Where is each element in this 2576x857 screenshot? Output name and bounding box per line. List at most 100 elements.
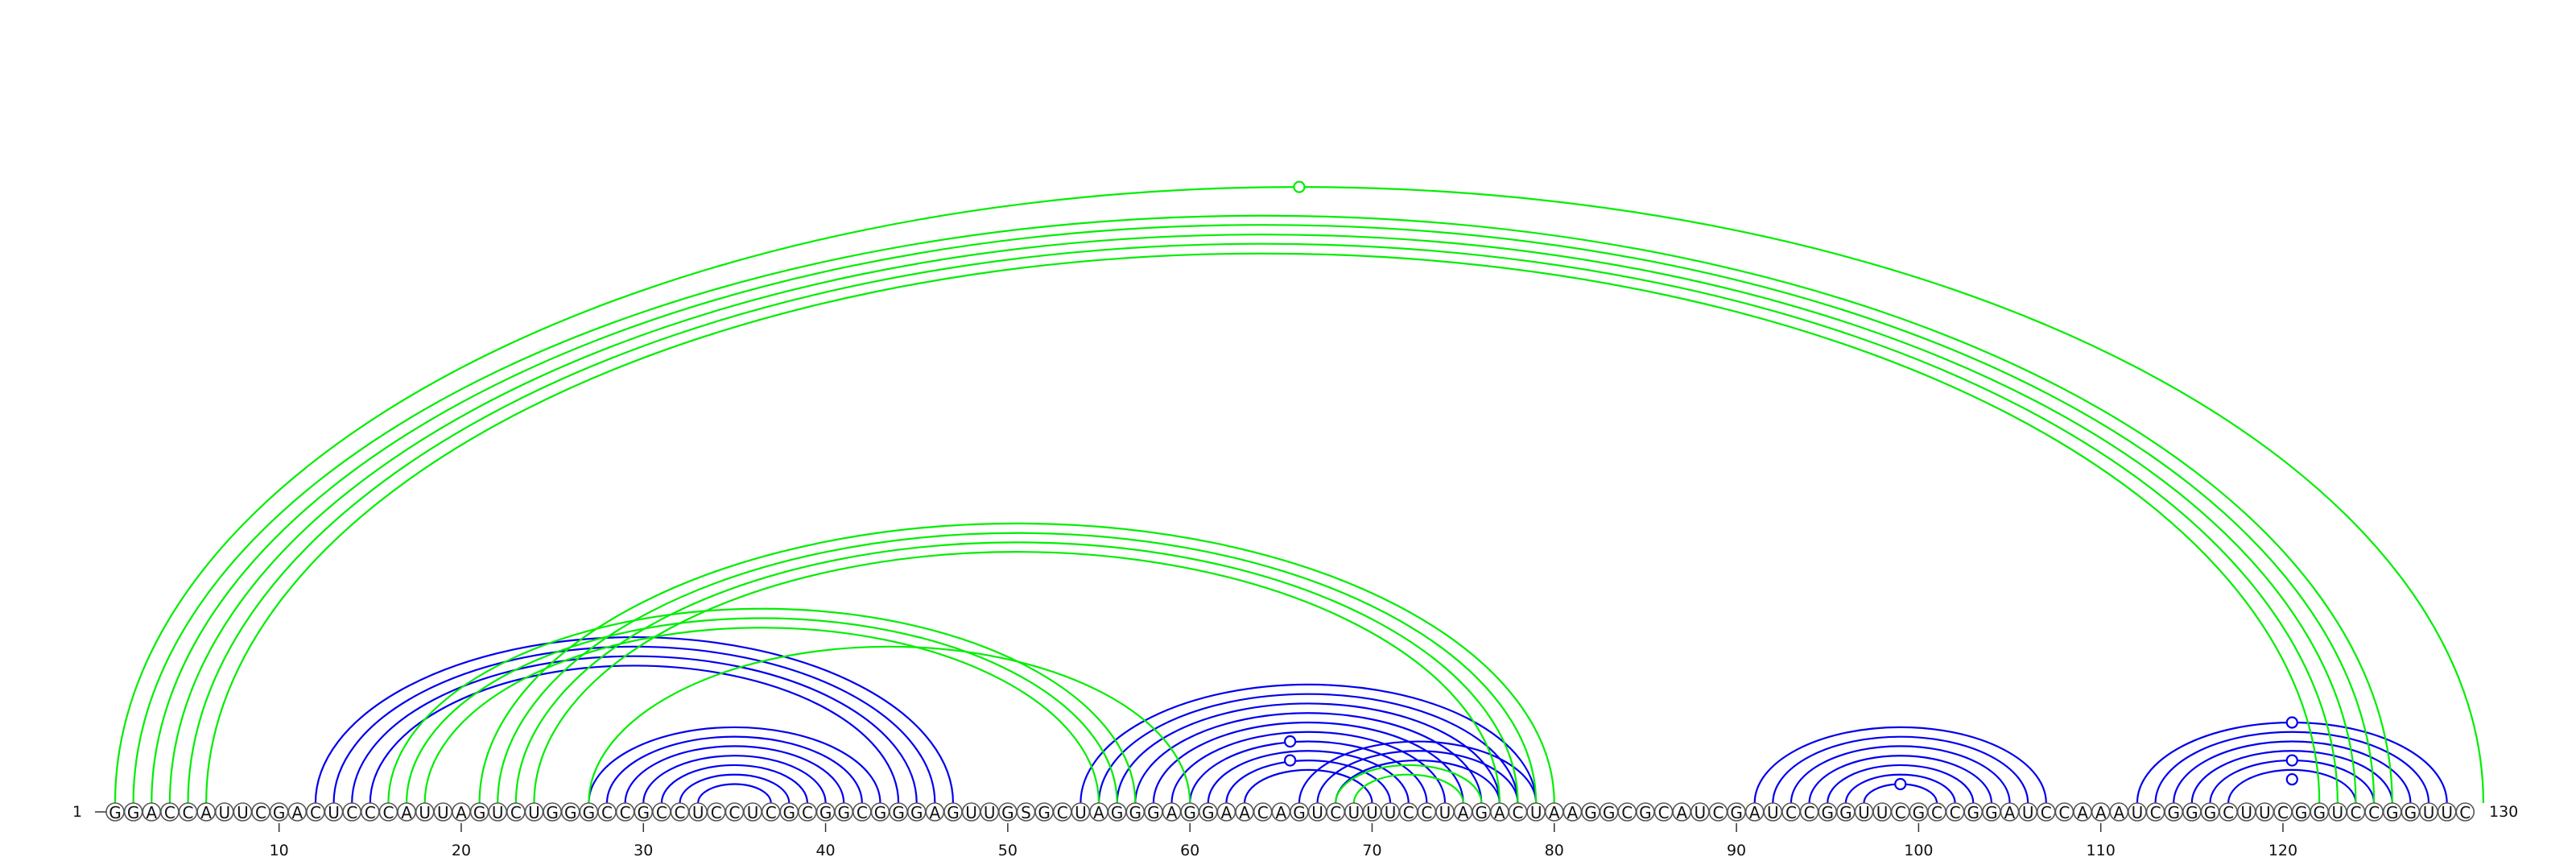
svg-text:U: U	[492, 803, 504, 822]
nucleotide-42: C	[853, 803, 871, 822]
nucleotide-21: G	[471, 803, 489, 822]
svg-text:G: G	[2167, 803, 2180, 822]
svg-text:C: C	[1658, 803, 1670, 822]
svg-text:U: U	[1075, 803, 1087, 822]
svg-text:A: A	[200, 803, 212, 822]
nucleotide-1: G	[106, 803, 124, 822]
nucleotide-71: U	[1381, 803, 1399, 822]
nucleotide-10: G	[270, 803, 288, 822]
svg-text:A: A	[2077, 803, 2088, 822]
svg-text:U: U	[747, 803, 759, 822]
nucleotide-51: S	[1018, 803, 1035, 822]
nucleotide-54: U	[1071, 803, 1089, 822]
nucleotide-16: C	[379, 803, 397, 822]
svg-text:C: C	[365, 803, 376, 822]
nucleotide-7: U	[216, 803, 233, 822]
svg-text:G: G	[1202, 803, 1215, 822]
nucleotide-83: G	[1600, 803, 1618, 822]
svg-text:C: C	[729, 803, 740, 822]
nucleotide-84: C	[1618, 803, 1636, 822]
svg-text:U: U	[2022, 803, 2034, 822]
nucleotide-77: A	[1491, 803, 1509, 822]
nucleotide-36: U	[744, 803, 762, 822]
position-tick-label: 60	[1180, 842, 1199, 857]
svg-text:U: U	[1767, 803, 1779, 822]
svg-text:U: U	[2441, 803, 2453, 822]
svg-text:U: U	[2332, 803, 2344, 822]
nucleotide-28: C	[598, 803, 616, 822]
sequence-end-label: 130	[2489, 803, 2518, 821]
position-tick-label: 40	[815, 842, 835, 857]
nucleotide-6: A	[197, 803, 215, 822]
nucleotide-34: C	[708, 803, 725, 822]
svg-text:C: C	[1621, 803, 1633, 822]
nucleotide-31: C	[653, 803, 671, 822]
svg-text:C: C	[1804, 803, 1815, 822]
nucleotide-50: G	[999, 803, 1017, 822]
pair-arc-7-1	[134, 216, 2392, 803]
svg-text:G: G	[819, 803, 832, 822]
svg-text:A: A	[1239, 803, 1250, 822]
nucleotide-47: G	[944, 803, 962, 822]
nucleotide-86: C	[1655, 803, 1673, 822]
nucleotide-64: C	[1254, 803, 1272, 822]
nucleotide-60: G	[1181, 803, 1199, 822]
svg-text:G: G	[1639, 803, 1652, 822]
nucleotide-125: C	[2365, 803, 2383, 822]
nucleotide-46: A	[926, 803, 943, 822]
svg-text:U: U	[1439, 803, 1451, 822]
nucleotide-122: G	[2310, 803, 2328, 822]
nucleotide-17: A	[398, 803, 415, 822]
svg-text:G: G	[1584, 803, 1597, 822]
svg-text:G: G	[546, 803, 559, 822]
nucleotide-130: C	[2456, 803, 2474, 822]
nucleotide-101: C	[1928, 803, 1946, 822]
svg-text:G: G	[947, 803, 960, 822]
svg-text:G: G	[1183, 803, 1196, 822]
nucleotide-72: C	[1400, 803, 1418, 822]
svg-text:G: G	[2295, 803, 2308, 822]
nucleotide-62: A	[1217, 803, 1235, 822]
svg-text:U: U	[328, 803, 340, 822]
nucleotide-114: G	[2165, 803, 2182, 822]
svg-text:U: U	[2259, 803, 2271, 822]
svg-text:C: C	[675, 803, 686, 822]
svg-text:G: G	[109, 803, 122, 822]
position-tick-label: 90	[1727, 842, 1746, 857]
svg-text:U: U	[218, 803, 230, 822]
svg-text:A: A	[146, 803, 157, 822]
nucleotide-113: C	[2147, 803, 2165, 822]
svg-text:G: G	[1967, 803, 1980, 822]
nucleotide-15: C	[361, 803, 379, 822]
pair-arc-3-9	[1226, 760, 1390, 803]
arc-marker-2	[1285, 736, 1295, 747]
svg-text:G: G	[473, 803, 486, 822]
nucleotide-65: A	[1272, 803, 1290, 822]
pairing-arcs	[115, 187, 2483, 803]
nucleotide-119: U	[2256, 803, 2273, 822]
nucleotide-87: A	[1673, 803, 1690, 822]
nucleotide-63: A	[1236, 803, 1253, 822]
nucleotide-109: A	[2074, 803, 2091, 822]
svg-text:G: G	[2313, 803, 2326, 822]
nucleotide-92: U	[1764, 803, 1781, 822]
svg-text:G: G	[837, 803, 850, 822]
nucleotide-74: U	[1436, 803, 1454, 822]
svg-text:C: C	[1513, 803, 1524, 822]
arc-markers	[1285, 182, 2297, 789]
svg-text:A: A	[1221, 803, 1232, 822]
arc-marker-1	[1294, 182, 1304, 193]
nucleotide-93: C	[1782, 803, 1800, 822]
svg-text:G: G	[2204, 803, 2217, 822]
pair-arc-8-1	[115, 187, 2483, 803]
svg-text:G: G	[273, 803, 286, 822]
nucleotide-53: C	[1054, 803, 1071, 822]
position-tick-label: 20	[452, 842, 471, 857]
pair-arc-10-3	[516, 542, 1518, 803]
nucleotide-12: C	[307, 803, 324, 822]
nucleotide-19: U	[434, 803, 452, 822]
svg-text:A: A	[456, 803, 467, 822]
nucleotide-18: U	[416, 803, 434, 822]
pair-arc-7-4	[188, 244, 2338, 803]
nucleotide-45: G	[908, 803, 926, 822]
